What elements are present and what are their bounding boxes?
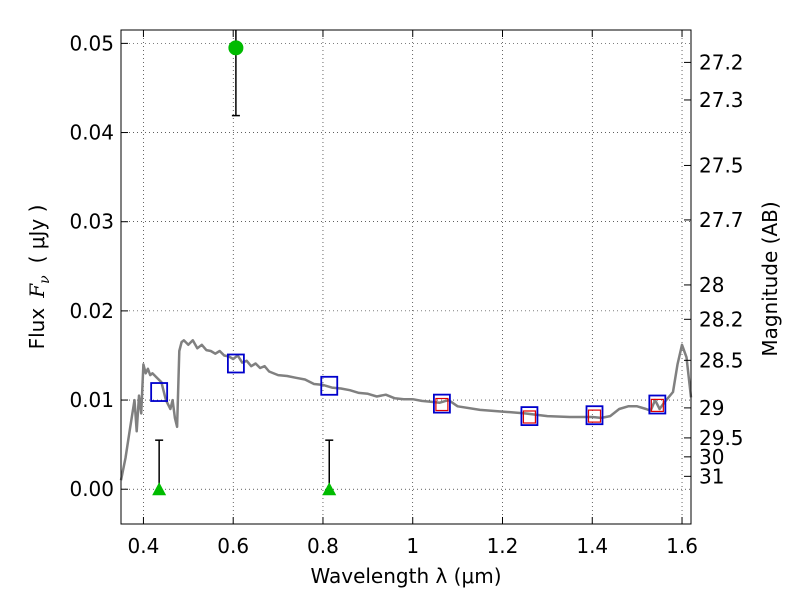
x-tick-label: 1.2	[487, 534, 519, 558]
magnitude-tick-label: 27.5	[699, 153, 744, 177]
y-axis-label: Flux Fν ( μJy )	[25, 205, 53, 350]
y-tick-label: 0.05	[69, 31, 114, 55]
detection-point	[228, 40, 244, 56]
model-sed-curve	[119, 339, 693, 481]
observed-photometry-point	[648, 394, 667, 415]
y-tick-label: 0.03	[69, 210, 114, 234]
synthetic-photometry-point	[587, 409, 602, 423]
y-axis-label-subscript: ν	[37, 275, 53, 284]
synthetic-photometry-point	[522, 410, 537, 424]
magnitude-tick-label: 27.2	[699, 50, 744, 74]
plot-frame	[120, 29, 692, 525]
x-axis-label: Wavelength λ (μm)	[310, 564, 501, 588]
synthetic-photometry-point	[435, 397, 449, 412]
markers-layer	[150, 40, 667, 496]
observed-photometry-point	[520, 406, 539, 427]
y-tick-label: 0.04	[69, 121, 114, 145]
upper-limit-marker	[152, 482, 167, 496]
y-tick-label: 0.01	[69, 388, 114, 412]
magnitude-tick-label: 27.3	[699, 88, 744, 112]
magnitude-tick-label: 30	[699, 445, 724, 469]
magnitude-tick-label: 27.7	[699, 208, 744, 232]
y2-axis-label: Magnitude (AB)	[758, 201, 782, 356]
x-tick-label: 0.4	[128, 534, 160, 558]
x-tick-label: 1	[406, 534, 419, 558]
magnitude-tick-label: 28	[699, 273, 724, 297]
observed-photometry-point	[150, 382, 169, 402]
observed-photometry-point	[585, 405, 604, 426]
magnitude-tick-label: 31	[699, 464, 724, 488]
x-tick-label: 0.6	[217, 534, 249, 558]
y-axis-label-unit: ( μJy )	[25, 205, 49, 264]
y-axis-label-prefix: Flux	[25, 308, 49, 350]
model-sed-layer	[119, 339, 693, 481]
y-tick-label: 0.00	[69, 477, 114, 501]
magnitude-tick-label: 28.5	[699, 348, 744, 372]
magnitude-tick-label: 29.5	[699, 426, 744, 450]
synthetic-photometry-point	[650, 398, 664, 413]
observed-photometry-point	[226, 353, 245, 374]
magnitude-tick-label: 29	[699, 396, 724, 420]
y-axis-label-variable: F	[25, 283, 49, 299]
x-tick-label: 1.4	[576, 534, 608, 558]
observed-photometry-point	[433, 393, 451, 414]
grid-lines	[121, 30, 691, 524]
x-tick-label: 1.6	[666, 534, 698, 558]
upper-limit-marker	[322, 482, 337, 496]
error-bars-layer	[155, 30, 334, 490]
axis-ticks: 0.4 0.6 0.8 1 1.2 1.4 1.6 0.00 0.01 0.02 0.03 0.04 0…	[69, 30, 744, 558]
y-tick-label: 0.02	[69, 299, 114, 323]
observed-photometry-point	[320, 375, 339, 396]
magnitude-tick-label: 28.2	[699, 307, 744, 331]
x-tick-label: 0.8	[307, 534, 339, 558]
